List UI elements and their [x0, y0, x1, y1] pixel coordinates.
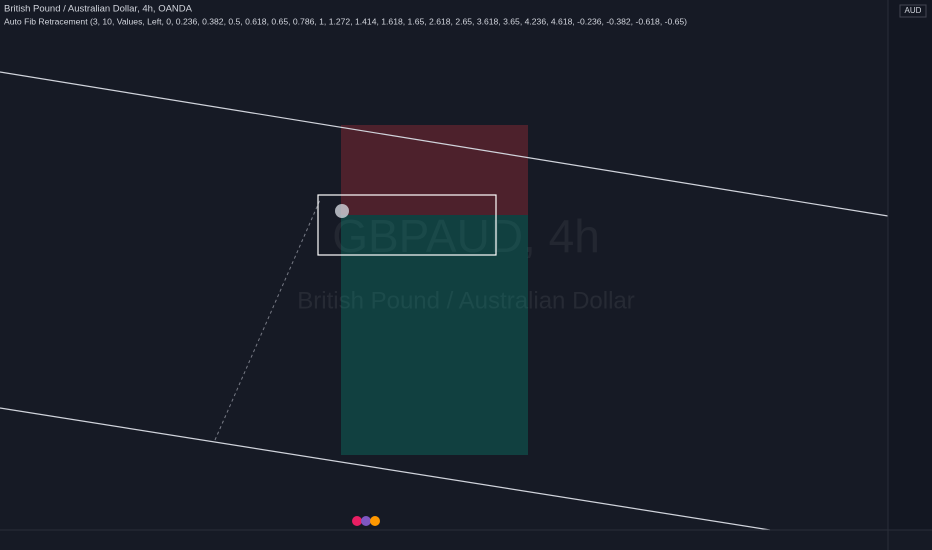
watermark-symbol: GBPAUD, 4h: [332, 210, 600, 262]
watermark-name: British Pound / Australian Dollar: [297, 287, 635, 314]
indicator-label: Auto Fib Retracement (3, 10, Values, Lef…: [4, 16, 687, 26]
event-icon[interactable]: [352, 516, 362, 526]
trend-line: [0, 71, 889, 217]
event-icons[interactable]: [352, 516, 380, 526]
selection-box: [317, 194, 497, 256]
event-icon[interactable]: [370, 516, 380, 526]
trend-line: [0, 407, 771, 531]
currency-box: [899, 4, 927, 18]
cursor-marker: [335, 204, 349, 218]
currency: AUD: [905, 6, 922, 15]
header-title: British Pound / Australian Dollar, 4h, O…: [4, 4, 193, 15]
risk-zone: [341, 125, 528, 215]
fib-trend: [214, 199, 321, 441]
price-axis: [888, 0, 932, 530]
event-icon[interactable]: [361, 516, 371, 526]
reward-zone: [341, 215, 528, 455]
